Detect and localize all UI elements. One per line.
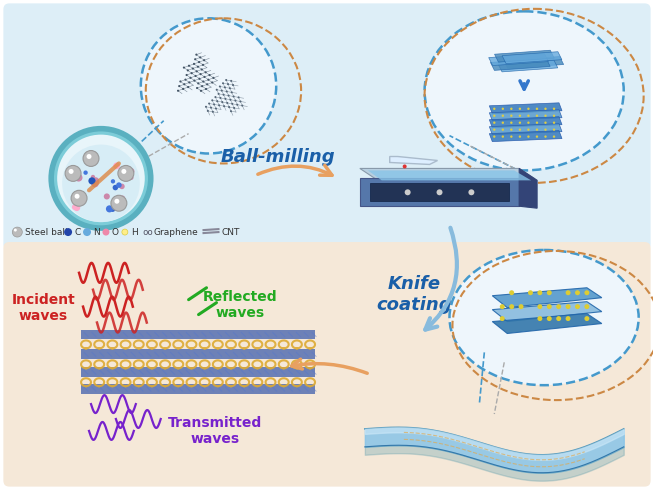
Circle shape — [553, 128, 555, 131]
Circle shape — [194, 80, 196, 81]
Circle shape — [205, 88, 207, 90]
Polygon shape — [519, 168, 537, 208]
Circle shape — [213, 103, 215, 105]
Polygon shape — [360, 168, 537, 181]
Circle shape — [544, 122, 547, 124]
Circle shape — [510, 107, 513, 110]
Circle shape — [510, 136, 513, 138]
Polygon shape — [489, 131, 562, 142]
Circle shape — [83, 150, 99, 166]
Circle shape — [556, 304, 561, 309]
Circle shape — [119, 173, 125, 178]
Text: H: H — [131, 227, 137, 237]
Polygon shape — [489, 54, 549, 65]
Circle shape — [198, 78, 201, 80]
Bar — [81, 367, 315, 377]
Circle shape — [122, 169, 126, 174]
Text: Incident
waves: Incident waves — [11, 292, 75, 323]
Circle shape — [178, 85, 181, 87]
Circle shape — [196, 54, 198, 56]
FancyBboxPatch shape — [3, 3, 651, 250]
Text: Knife
coating: Knife coating — [377, 275, 453, 314]
Circle shape — [585, 316, 589, 321]
Circle shape — [72, 204, 78, 210]
Circle shape — [468, 189, 474, 195]
Circle shape — [229, 87, 231, 89]
Bar — [81, 384, 315, 394]
Circle shape — [199, 73, 201, 75]
Text: O: O — [112, 227, 119, 237]
Circle shape — [73, 204, 80, 211]
Circle shape — [57, 135, 145, 222]
Circle shape — [177, 90, 179, 92]
Circle shape — [226, 102, 228, 104]
Circle shape — [553, 107, 555, 110]
Circle shape — [111, 195, 127, 211]
Circle shape — [544, 128, 547, 131]
Circle shape — [183, 83, 185, 85]
Circle shape — [69, 169, 74, 174]
Circle shape — [527, 122, 530, 124]
Circle shape — [405, 189, 411, 195]
Polygon shape — [489, 103, 562, 114]
Circle shape — [84, 170, 88, 175]
Circle shape — [493, 115, 496, 117]
Circle shape — [201, 85, 203, 87]
Circle shape — [197, 65, 199, 68]
Circle shape — [194, 58, 196, 61]
Circle shape — [110, 206, 116, 212]
Circle shape — [544, 115, 547, 117]
Circle shape — [519, 304, 524, 309]
Circle shape — [233, 96, 235, 98]
Circle shape — [566, 316, 570, 321]
Circle shape — [234, 100, 237, 102]
Circle shape — [182, 88, 184, 90]
Circle shape — [547, 290, 552, 295]
Circle shape — [232, 84, 234, 86]
Circle shape — [211, 81, 213, 83]
Circle shape — [220, 90, 223, 92]
Circle shape — [118, 165, 134, 182]
Circle shape — [206, 83, 208, 85]
Circle shape — [527, 107, 530, 110]
Circle shape — [51, 129, 151, 228]
Circle shape — [544, 107, 547, 110]
Text: Transmitted
waves: Transmitted waves — [168, 416, 263, 446]
Circle shape — [91, 180, 99, 187]
Circle shape — [228, 95, 230, 97]
Circle shape — [536, 122, 538, 124]
Circle shape — [200, 90, 202, 92]
Circle shape — [222, 94, 224, 96]
Circle shape — [120, 196, 125, 201]
Circle shape — [106, 205, 113, 212]
Circle shape — [215, 107, 217, 109]
Circle shape — [223, 105, 225, 107]
Circle shape — [553, 115, 555, 117]
Circle shape — [113, 163, 120, 169]
Circle shape — [221, 101, 223, 103]
Polygon shape — [498, 60, 558, 72]
Circle shape — [71, 190, 87, 206]
Bar — [81, 329, 315, 340]
Circle shape — [104, 193, 110, 200]
Circle shape — [227, 83, 229, 85]
Polygon shape — [490, 59, 550, 70]
Circle shape — [196, 87, 198, 89]
Circle shape — [230, 80, 232, 82]
Circle shape — [205, 71, 207, 73]
Circle shape — [225, 79, 227, 81]
Polygon shape — [489, 117, 562, 128]
Text: N: N — [93, 227, 100, 237]
Circle shape — [75, 194, 80, 199]
Ellipse shape — [424, 11, 624, 170]
Circle shape — [190, 72, 193, 74]
Circle shape — [403, 164, 407, 168]
Circle shape — [210, 107, 212, 109]
Circle shape — [585, 304, 589, 309]
Circle shape — [536, 115, 538, 117]
FancyArrowPatch shape — [425, 228, 457, 329]
Polygon shape — [489, 110, 562, 121]
Circle shape — [585, 290, 589, 295]
Text: Reflected
waves: Reflected waves — [203, 289, 278, 320]
